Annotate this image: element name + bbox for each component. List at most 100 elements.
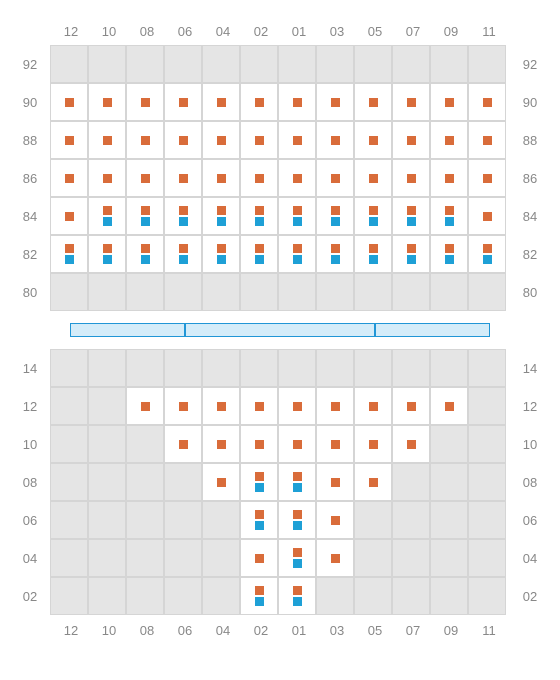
seat[interactable]: [202, 197, 240, 235]
seat[interactable]: [468, 235, 506, 273]
seat[interactable]: [240, 235, 278, 273]
seat[interactable]: [392, 425, 430, 463]
seat[interactable]: [316, 425, 354, 463]
seat[interactable]: [240, 501, 278, 539]
seat[interactable]: [126, 159, 164, 197]
seat[interactable]: [88, 235, 126, 273]
seat[interactable]: [164, 83, 202, 121]
seat[interactable]: [164, 235, 202, 273]
seat[interactable]: [316, 501, 354, 539]
seat-empty: [202, 539, 240, 577]
col-label: 06: [166, 619, 204, 642]
seat[interactable]: [316, 387, 354, 425]
seat[interactable]: [202, 235, 240, 273]
seat[interactable]: [430, 159, 468, 197]
seat[interactable]: [392, 121, 430, 159]
seat[interactable]: [316, 83, 354, 121]
seat[interactable]: [240, 121, 278, 159]
seat[interactable]: [316, 463, 354, 501]
seat[interactable]: [202, 425, 240, 463]
seat[interactable]: [164, 197, 202, 235]
seat[interactable]: [278, 235, 316, 273]
seat[interactable]: [316, 159, 354, 197]
seat[interactable]: [278, 83, 316, 121]
seat[interactable]: [126, 121, 164, 159]
seat[interactable]: [278, 539, 316, 577]
seat[interactable]: [50, 159, 88, 197]
seat[interactable]: [164, 387, 202, 425]
seat[interactable]: [354, 121, 392, 159]
seat[interactable]: [240, 425, 278, 463]
seat[interactable]: [278, 425, 316, 463]
seat[interactable]: [240, 83, 278, 121]
marker-orange: [217, 98, 226, 107]
seat[interactable]: [354, 83, 392, 121]
seat[interactable]: [202, 159, 240, 197]
seat[interactable]: [240, 387, 278, 425]
seat[interactable]: [202, 121, 240, 159]
seat[interactable]: [50, 197, 88, 235]
seat[interactable]: [392, 83, 430, 121]
seat-empty: [126, 45, 164, 83]
seat[interactable]: [354, 197, 392, 235]
seat[interactable]: [392, 159, 430, 197]
seat[interactable]: [430, 121, 468, 159]
seat[interactable]: [126, 235, 164, 273]
seat[interactable]: [316, 197, 354, 235]
marker-blue: [179, 217, 188, 226]
seat[interactable]: [392, 197, 430, 235]
seat[interactable]: [240, 539, 278, 577]
seat[interactable]: [50, 83, 88, 121]
seat[interactable]: [240, 197, 278, 235]
seat[interactable]: [468, 83, 506, 121]
seat[interactable]: [202, 387, 240, 425]
seat[interactable]: [430, 197, 468, 235]
seat[interactable]: [278, 577, 316, 615]
seat[interactable]: [88, 159, 126, 197]
seat[interactable]: [354, 387, 392, 425]
marker-orange: [217, 440, 226, 449]
seat[interactable]: [430, 387, 468, 425]
seat[interactable]: [88, 121, 126, 159]
seat[interactable]: [278, 387, 316, 425]
seat[interactable]: [240, 577, 278, 615]
seat[interactable]: [354, 463, 392, 501]
seat[interactable]: [468, 159, 506, 197]
seat[interactable]: [468, 197, 506, 235]
seat[interactable]: [278, 121, 316, 159]
seat[interactable]: [316, 235, 354, 273]
seat[interactable]: [354, 425, 392, 463]
seat-empty: [316, 45, 354, 83]
seat[interactable]: [240, 463, 278, 501]
seat[interactable]: [354, 235, 392, 273]
seat[interactable]: [430, 83, 468, 121]
seat[interactable]: [126, 197, 164, 235]
seat[interactable]: [240, 159, 278, 197]
seat[interactable]: [392, 235, 430, 273]
seat[interactable]: [278, 159, 316, 197]
seat[interactable]: [164, 121, 202, 159]
seat[interactable]: [202, 83, 240, 121]
seat[interactable]: [88, 83, 126, 121]
seat[interactable]: [278, 463, 316, 501]
seat[interactable]: [50, 121, 88, 159]
seat[interactable]: [126, 83, 164, 121]
seat[interactable]: [316, 121, 354, 159]
seat[interactable]: [202, 463, 240, 501]
seat[interactable]: [164, 159, 202, 197]
seat[interactable]: [50, 235, 88, 273]
seat[interactable]: [278, 501, 316, 539]
col-label: 12: [52, 619, 90, 642]
seat[interactable]: [468, 121, 506, 159]
seat[interactable]: [316, 539, 354, 577]
seat[interactable]: [164, 425, 202, 463]
seat[interactable]: [354, 159, 392, 197]
seat-empty: [202, 577, 240, 615]
seat[interactable]: [392, 387, 430, 425]
marker-orange: [369, 136, 378, 145]
seat[interactable]: [278, 197, 316, 235]
row-label: 84: [18, 197, 42, 235]
seat[interactable]: [126, 387, 164, 425]
seat[interactable]: [88, 197, 126, 235]
seat[interactable]: [430, 235, 468, 273]
